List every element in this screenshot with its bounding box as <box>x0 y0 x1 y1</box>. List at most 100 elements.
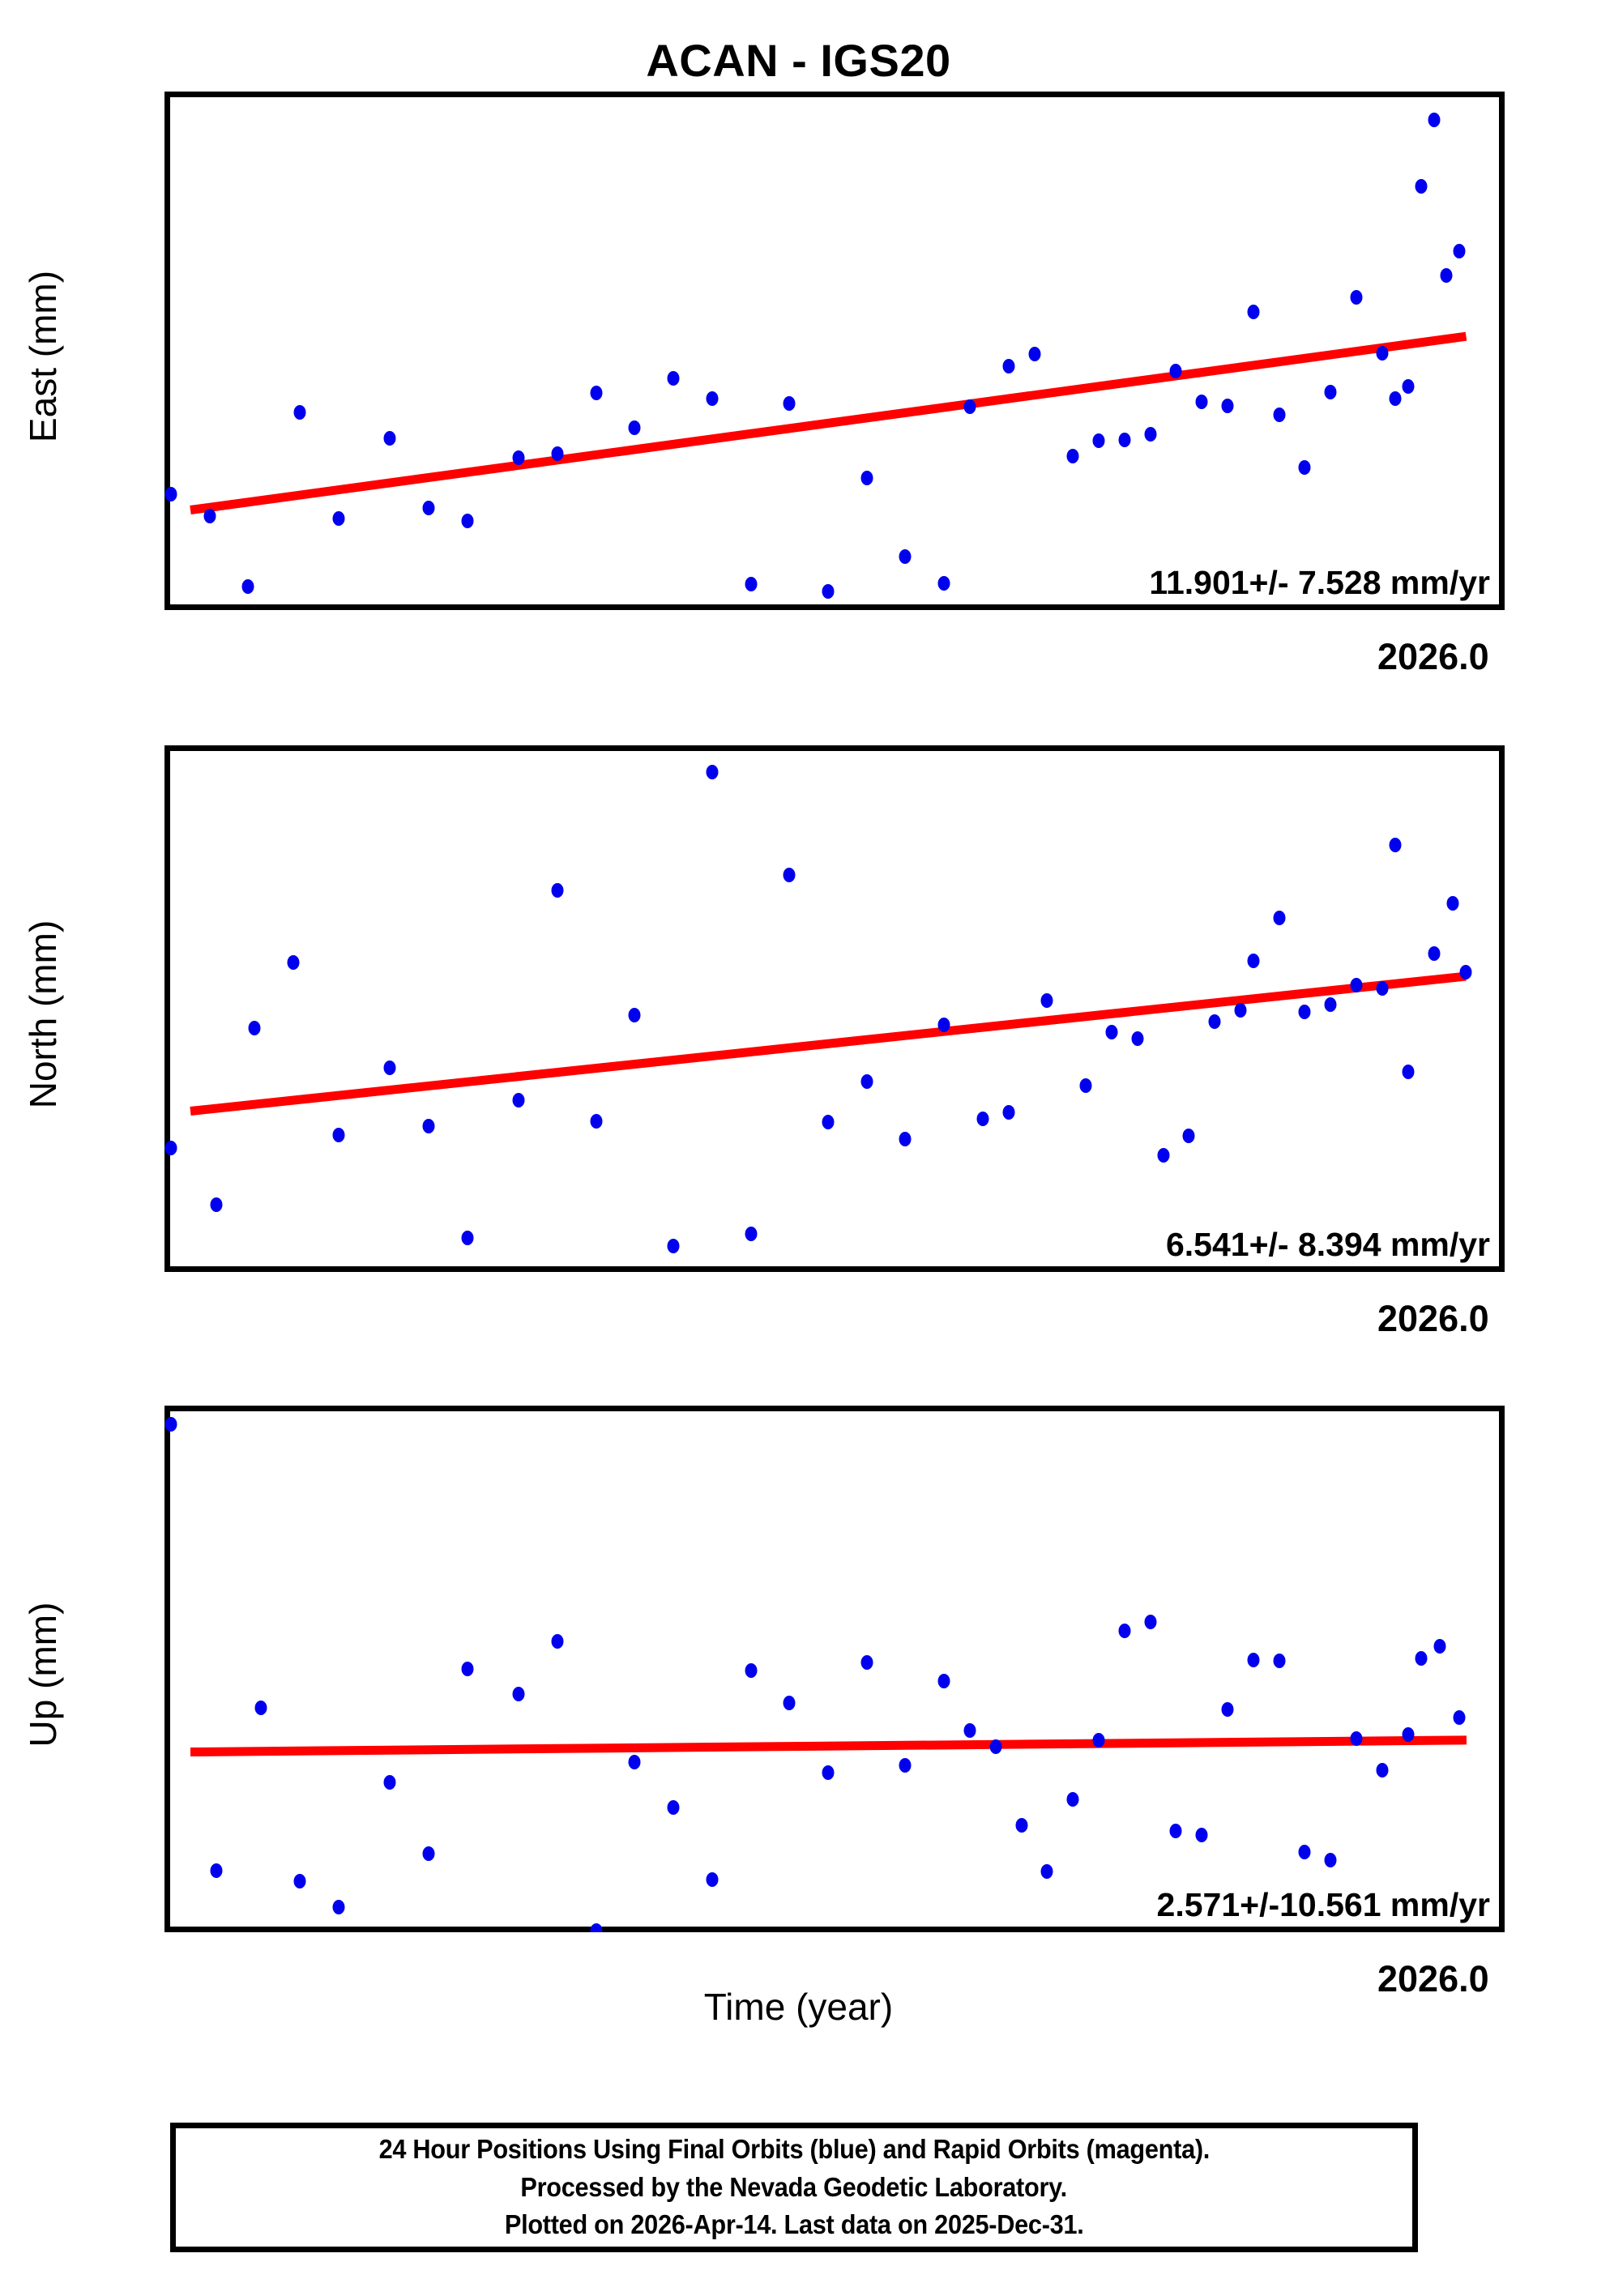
plot-up-data-point <box>1453 1710 1466 1726</box>
plot-east-data-point <box>706 390 719 406</box>
plot-up-data-point <box>963 1723 976 1739</box>
plot-north-data-point <box>422 1119 435 1134</box>
plot-east-data-point <box>1324 385 1337 400</box>
panel-east-y-axis-label: East (mm) <box>22 270 64 443</box>
plot-east-data-point <box>860 471 873 486</box>
plot-up-data-point <box>667 1799 680 1815</box>
footer-line-2: Processed by the Nevada Geodetic Laborat… <box>520 2171 1068 2202</box>
plot-east-data-point <box>1144 426 1157 442</box>
plot-up-data-point <box>1040 1864 1053 1880</box>
page-title: ACAN - IGS20 <box>646 35 951 86</box>
plot-east-data-point <box>1066 448 1079 463</box>
plot-up-data-point <box>937 1673 950 1688</box>
plot-up-data-point <box>293 1873 306 1888</box>
plot-east-data-point <box>1092 433 1105 448</box>
plot-north-data-point <box>383 1060 396 1075</box>
plot-east-data-point <box>937 575 950 591</box>
plot-up-data-point <box>860 1654 873 1670</box>
panel-north-y-axis-label: North (mm) <box>22 920 64 1109</box>
plot-up-data-point <box>1066 1791 1079 1807</box>
plot-up-data-point <box>1433 1639 1446 1654</box>
plot-up-data-point <box>254 1700 267 1715</box>
plot-up-data-point <box>1376 1763 1389 1778</box>
plot-up-data-point <box>1415 1651 1428 1666</box>
plot-up-data-point <box>1221 1702 1234 1718</box>
plot-up-data-point <box>706 1872 719 1887</box>
footer-line-3: Plotted on 2026-Apr-14. Last data on 202… <box>504 2209 1084 2240</box>
plot-east-trend-line <box>190 331 1467 514</box>
plot-north-data-point <box>1446 896 1459 911</box>
plot-north-trend-line <box>190 971 1467 1116</box>
plot-east-data-point <box>241 578 254 594</box>
plot-east-data-point <box>745 577 758 592</box>
plot-north-data-point <box>976 1112 989 1127</box>
panel-up: 1890−9 Up (mm) 2.571+/-10.561 mm/yr <box>22 1406 1505 1932</box>
plot-north-data-point <box>248 1020 261 1035</box>
plot-up-data-point <box>461 1662 474 1676</box>
plot-up-data-point <box>1118 1623 1131 1638</box>
plot-east-data-point <box>822 584 835 600</box>
panel-east-x-end-label: 2026.0 <box>1377 636 1489 677</box>
plot-up-data-point <box>1298 1844 1311 1859</box>
panel-north-plot-area: 420−2 <box>164 745 1505 1272</box>
plot-up-data-point <box>989 1739 1002 1754</box>
plot-north-data-point <box>706 765 719 780</box>
x-axis-caption: Time (year) <box>703 1986 894 2028</box>
plot-north-data-point <box>1402 1064 1415 1079</box>
plot-north-data-point <box>1324 997 1337 1013</box>
plot-east-data-point <box>1221 398 1234 413</box>
plot-north-data-point <box>1002 1104 1015 1120</box>
plot-east-data-point <box>783 395 796 411</box>
plot-east-data-point <box>512 450 525 465</box>
panel-east-frame <box>164 92 1505 610</box>
plot-north-data-point <box>287 954 300 970</box>
plot-north-data-point <box>1182 1128 1195 1143</box>
plot-north-data-point <box>164 1141 177 1155</box>
plot-north-data-point <box>628 1007 641 1022</box>
plot-north-data-point <box>461 1230 474 1245</box>
footer-line-1: 24 Hour Positions Using Final Orbits (bl… <box>378 2133 1210 2164</box>
plot-north-data-point <box>590 1113 603 1129</box>
plot-up-data-point <box>899 1757 912 1773</box>
panel-up-frame <box>164 1406 1505 1932</box>
plot-east-data-point <box>590 385 603 400</box>
plot-up-data-point <box>1273 1654 1286 1669</box>
plot-up-data-point <box>1169 1823 1182 1838</box>
plot-up-data-point <box>783 1696 796 1711</box>
plot-east-data-point <box>1028 347 1040 362</box>
plot-north-data-point <box>1247 953 1260 968</box>
panel-up-y-axis-label: Up (mm) <box>22 1602 64 1748</box>
plot-north-data-point <box>822 1115 835 1130</box>
plot-east-data-point <box>203 509 216 524</box>
plot-east-data-point <box>1169 364 1182 379</box>
plot-north-data-point <box>1234 1003 1247 1018</box>
plot-east-data-point <box>551 446 564 462</box>
plot-east-data-point <box>963 399 976 415</box>
plot-up-data-point <box>512 1686 525 1701</box>
plot-north-data-point <box>1389 837 1402 852</box>
plot-east-data-point <box>1453 243 1466 258</box>
plot-up-data-point <box>383 1774 396 1790</box>
plot-north-data-point <box>1131 1031 1144 1047</box>
plot-north-data-point <box>1428 945 1441 961</box>
plot-north-data-point <box>1105 1025 1118 1040</box>
plot-north-data-point <box>860 1073 873 1089</box>
plot-north-data-point <box>1273 911 1286 926</box>
panel-north: 420−2 North (mm) 6.541+/- 8.394 mm/yr <box>22 745 1505 1272</box>
plot-north-data-point <box>1459 964 1472 979</box>
plot-east-data-point <box>383 431 396 446</box>
panel-east: 6420−2 East (mm) 11.901+/- 7.528 mm/yr <box>22 92 1505 610</box>
plot-east-data-point <box>1440 268 1453 284</box>
plot-up-data-point <box>332 1900 345 1915</box>
plot-up-data-point <box>551 1633 564 1649</box>
plot-east-data-point <box>293 405 306 420</box>
plot-up-data-point <box>1247 1652 1260 1667</box>
plot-north-data-point <box>1350 977 1363 992</box>
panel-up-rate-annotation: 2.571+/-10.561 mm/yr <box>1156 1886 1490 1923</box>
plot-east-data-point <box>1118 433 1131 448</box>
plot-east-data-point <box>1376 345 1389 361</box>
plot-up-data-point <box>1350 1731 1363 1747</box>
plot-up-data-point <box>210 1863 223 1878</box>
plot-east-data-point <box>1298 460 1311 476</box>
